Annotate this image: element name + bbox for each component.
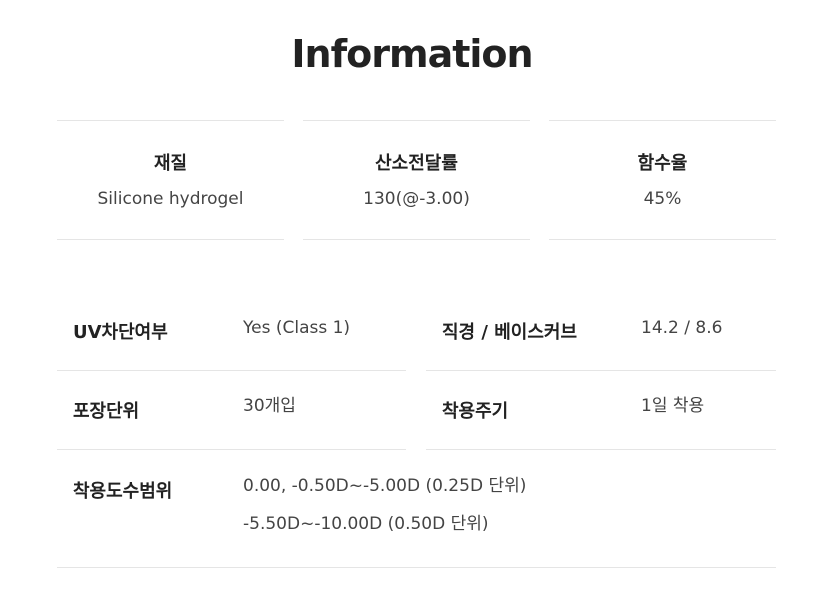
spec-label: 착용도수범위	[73, 481, 173, 502]
spec-row	[426, 370, 776, 450]
spec-row	[426, 290, 776, 371]
spec-label: UV차단여부	[73, 322, 168, 343]
page-title: Information	[291, 32, 533, 76]
spec-value: 14.2 / 8.6	[641, 318, 723, 338]
spec-row	[57, 449, 776, 568]
card-label: 산소전달률	[375, 153, 458, 174]
spec-row	[57, 290, 406, 371]
card-value: 45%	[643, 189, 682, 209]
card-material: 재질 Silicone hydrogel	[57, 120, 284, 240]
card-value: Silicone hydrogel	[97, 189, 244, 209]
spec-value: 1일 착용	[641, 396, 705, 416]
spec-row	[57, 370, 406, 450]
spec-value: 30개입	[243, 396, 296, 416]
card-water: 함수율 45%	[549, 120, 776, 240]
spec-label: 포장단위	[73, 401, 140, 422]
spec-value: 0.00, -0.50D~-5.00D (0.25D 단위)	[243, 476, 527, 496]
card-oxygen: 산소전달률 130(@-3.00)	[303, 120, 530, 240]
card-label: 함수율	[637, 153, 688, 174]
spec-value: -5.50D~-10.00D (0.50D 단위)	[243, 514, 489, 534]
card-label: 재질	[153, 153, 188, 174]
card-value: 130(@-3.00)	[363, 189, 470, 209]
spec-label: 착용주기	[442, 401, 509, 422]
spec-label: 직경 / 베이스커브	[442, 322, 578, 343]
spec-value: Yes (Class 1)	[243, 318, 351, 338]
